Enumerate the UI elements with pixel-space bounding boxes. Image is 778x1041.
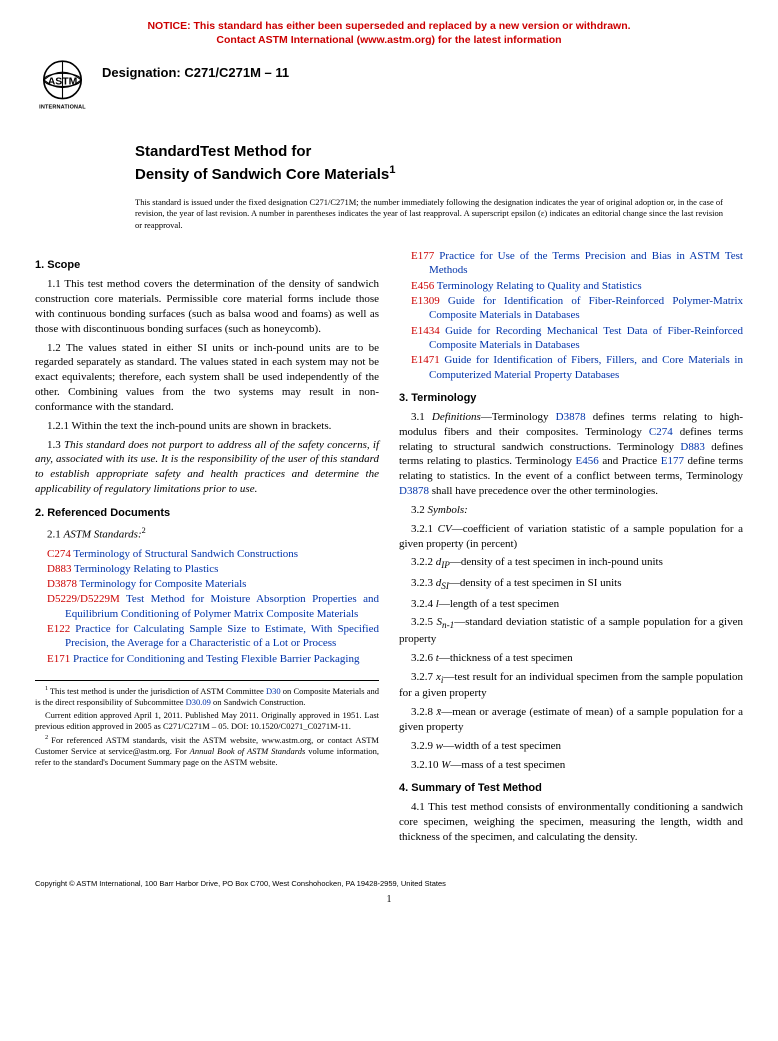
ref-title: Terminology for Composite Materials xyxy=(80,578,247,590)
ref-title: Practice for Calculating Sample Size to … xyxy=(65,623,379,649)
title-line2: Density of Sandwich Core Materials1 xyxy=(135,163,743,185)
ref-list-left: C274 Terminology of Structural Sandwich … xyxy=(47,547,379,666)
summary-head: 4. Summary of Test Method xyxy=(399,782,743,794)
ref-code: C274 xyxy=(47,548,73,560)
ref-title: Guide for Recording Mechanical Test Data… xyxy=(429,325,743,351)
ref-item: E1471 Guide for Identification of Fibers… xyxy=(411,353,743,382)
symbol-item: 3.2.3 dSI—density of a test specimen in … xyxy=(399,576,743,593)
ref-title: Practice for Use of the Terms Precision … xyxy=(429,250,743,276)
symbol-item: 3.2.8 x̄—mean or average (estimate of me… xyxy=(399,705,743,735)
ref-item: E171 Practice for Conditioning and Testi… xyxy=(47,652,379,666)
svg-text:ASTM: ASTM xyxy=(48,77,78,88)
symbol-item: 3.2.1 CV—coefficient of variation statis… xyxy=(399,522,743,552)
page-number: 1 xyxy=(35,894,743,905)
footnote-2: 2 For referenced ASTM standards, visit t… xyxy=(35,734,379,768)
ref-item: E122 Practice for Calculating Sample Siz… xyxy=(47,622,379,651)
left-column: 1. Scope 1.1 This test method covers the… xyxy=(35,249,379,849)
ref-code: E1309 xyxy=(411,295,448,307)
symbol-item: 3.2.2 dIP—density of a test specimen in … xyxy=(399,555,743,572)
ref-code: D5229/D5229M xyxy=(47,593,126,605)
symbol-item: 3.2.10 W—mass of a test specimen xyxy=(399,758,743,773)
title-line1: StandardTest Method for xyxy=(135,142,743,162)
ref-item: D883 Terminology Relating to Plastics xyxy=(47,562,379,576)
para-1-2-1: 1.2.1 Within the text the inch-pound uni… xyxy=(35,419,379,434)
notice-line2: Contact ASTM International (www.astm.org… xyxy=(216,34,561,46)
symbol-item: 3.2.7 xi—test result for an individual s… xyxy=(399,670,743,701)
ref-item: E1434 Guide for Recording Mechanical Tes… xyxy=(411,324,743,353)
ref-code: E456 xyxy=(411,280,437,292)
ref-code: E122 xyxy=(47,623,75,635)
ref-item: E177 Practice for Use of the Terms Preci… xyxy=(411,249,743,278)
notice-line1: NOTICE: This standard has either been su… xyxy=(147,20,630,32)
ref-title: Terminology of Structural Sandwich Const… xyxy=(73,548,298,560)
ref-code: E1471 xyxy=(411,354,444,366)
ref-code: E171 xyxy=(47,653,73,665)
para-3-2: 3.2 Symbols: xyxy=(399,503,743,518)
refs-subhead: 2.1 ASTM Standards:2 xyxy=(35,525,379,543)
footnotes: 1 This test method is under the jurisdic… xyxy=(35,680,379,768)
symbol-item: 3.2.9 w—width of a test specimen xyxy=(399,739,743,754)
para-4-1: 4.1 This test method consists of environ… xyxy=(399,800,743,845)
ref-title: Practice for Conditioning and Testing Fl… xyxy=(73,653,360,665)
footnote-1: 1 This test method is under the jurisdic… xyxy=(35,685,379,708)
ref-code: D3878 xyxy=(47,578,80,590)
right-column: E177 Practice for Use of the Terms Preci… xyxy=(399,249,743,849)
ref-item: E456 Terminology Relating to Quality and… xyxy=(411,279,743,293)
body-columns: 1. Scope 1.1 This test method covers the… xyxy=(35,249,743,849)
symbol-item: 3.2.5 Sn-1—standard deviation statistic … xyxy=(399,615,743,646)
intro-note: This standard is issued under the fixed … xyxy=(135,197,743,231)
refs-head: 2. Referenced Documents xyxy=(35,507,379,519)
symbols-list: 3.2.1 CV—coefficient of variation statis… xyxy=(399,522,743,773)
designation: Designation: C271/C271M – 11 xyxy=(102,65,289,80)
para-1-3: 1.3 This standard does not purport to ad… xyxy=(35,438,379,497)
title-block: StandardTest Method for Density of Sandw… xyxy=(135,142,743,185)
ref-item: D5229/D5229M Test Method for Moisture Ab… xyxy=(47,592,379,621)
para-1-1: 1.1 This test method covers the determin… xyxy=(35,277,379,336)
copyright: Copyright © ASTM International, 100 Barr… xyxy=(35,879,743,888)
symbol-item: 3.2.6 t—thickness of a test specimen xyxy=(399,651,743,666)
scope-head: 1. Scope xyxy=(35,259,379,271)
ref-code: D883 xyxy=(47,563,74,575)
header: ASTM INTERNATIONAL Designation: C271/C27… xyxy=(35,59,743,114)
notice-banner: NOTICE: This standard has either been su… xyxy=(35,20,743,47)
para-1-2: 1.2 The values stated in either SI units… xyxy=(35,341,379,415)
ref-code: E177 xyxy=(411,250,439,262)
ref-item: D3878 Terminology for Composite Material… xyxy=(47,577,379,591)
ref-item: E1309 Guide for Identification of Fiber-… xyxy=(411,294,743,323)
ref-title: Terminology Relating to Plastics xyxy=(74,563,218,575)
ref-list-right: E177 Practice for Use of the Terms Preci… xyxy=(411,249,743,382)
ref-title: Guide for Identification of Fibers, Fill… xyxy=(429,354,743,380)
ref-title: Terminology Relating to Quality and Stat… xyxy=(437,280,642,292)
ref-title: Guide for Identification of Fiber-Reinfo… xyxy=(429,295,743,321)
term-head: 3. Terminology xyxy=(399,392,743,404)
para-3-1: 3.1 Definitions—Terminology D3878 define… xyxy=(399,410,743,499)
astm-logo: ASTM INTERNATIONAL xyxy=(35,59,90,114)
symbol-item: 3.2.4 l—length of a test specimen xyxy=(399,597,743,612)
footnote-1b: Current edition approved April 1, 2011. … xyxy=(35,710,379,732)
svg-text:INTERNATIONAL: INTERNATIONAL xyxy=(39,105,86,111)
ref-code: E1434 xyxy=(411,325,445,337)
ref-item: C274 Terminology of Structural Sandwich … xyxy=(47,547,379,561)
